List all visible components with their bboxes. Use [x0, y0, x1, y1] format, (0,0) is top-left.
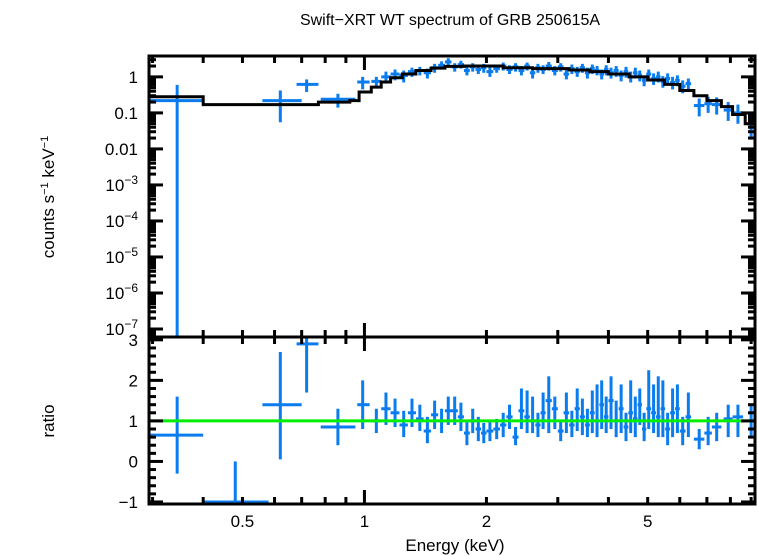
ratio-data-point [463, 420, 470, 446]
y-tick-label: 10−5 [105, 245, 138, 267]
ratio-data-point [711, 412, 722, 442]
y-tick-label: 3 [129, 331, 138, 350]
chart-title: Swift−XRT WT spectrum of GRB 250615A [300, 12, 600, 29]
y-tick-label: 10−3 [105, 173, 138, 195]
ratio-data-point [569, 410, 575, 438]
ratio-data-point [651, 384, 656, 434]
ratio-data-point [618, 384, 624, 434]
x-tick-label: 2 [482, 512, 491, 531]
y-tick-label: 1 [129, 68, 138, 87]
ratio-data-point [685, 392, 692, 438]
ratio-data-point [540, 392, 546, 430]
spectrum-data-point [486, 66, 494, 77]
spectrum-data-point [463, 66, 470, 76]
ratio-data-point [603, 396, 609, 434]
x-tick-label: 0.5 [231, 512, 255, 531]
ratio-data-point [655, 376, 661, 438]
y-tick-label: 2 [129, 371, 138, 390]
ratio-data-point [589, 390, 595, 434]
y-axis-label-ratio: ratio [39, 404, 58, 437]
spectrum-data-point [623, 66, 629, 78]
ratio-data-point [628, 380, 634, 434]
ratio-data-point [675, 384, 680, 434]
spectrum-data-point [529, 68, 536, 79]
ratio-data-point [512, 426, 519, 446]
axes-frame [147, 54, 757, 506]
ratio-data-point [579, 398, 585, 436]
tick-labels: 1 0.1 0.01 10−3 10−4 10−5 10−6 10−73 2 1 0 −1 0.5 1 2 5 [105, 68, 653, 531]
ratio-data-point [646, 370, 652, 430]
spectrum-data-point [693, 98, 705, 117]
ratio-data-point [670, 388, 676, 438]
y-tick-label: 1 [129, 412, 138, 431]
spectrum-data-point [262, 90, 302, 123]
ratio-data-point [641, 412, 647, 442]
y-axis-label-spectrum: counts s−1 keV−1 [39, 136, 58, 258]
ratio-data-point [633, 396, 638, 438]
x-axis-label: Energy (keV) [405, 536, 504, 555]
ratio-data-point [665, 412, 671, 446]
ratio-data-point [693, 429, 705, 450]
y-tick-label: 0 [129, 452, 138, 471]
ratio-data-point [584, 408, 590, 438]
ratio-data-point [149, 396, 204, 474]
ratio-data-point [551, 396, 558, 430]
ratio-data-point [399, 410, 408, 438]
ratio-data-point [506, 404, 513, 430]
ratio-data-point [431, 400, 439, 430]
x-tick-label: 5 [643, 512, 652, 531]
spectrum-data-point [563, 69, 570, 80]
model-curve [149, 64, 755, 126]
ratio-data-point [535, 412, 541, 438]
y-tick-label: 10−7 [105, 317, 138, 339]
ratio-data-point [262, 351, 302, 460]
ratio-data-point [415, 404, 424, 432]
y-tick-label: 10−6 [105, 281, 138, 303]
ratio-data-point [660, 380, 666, 438]
spectrum-panel-marks [149, 58, 755, 337]
spectrum-data-point [357, 76, 370, 90]
ratio-data-point [637, 388, 642, 425]
spectrum-data-point [296, 79, 319, 93]
x-tick-label: 1 [360, 512, 369, 531]
ratio-data-point [481, 422, 487, 444]
y-tick-label: 0.1 [114, 104, 138, 123]
ratio-data-point [486, 420, 494, 442]
ratio-data-point [563, 392, 570, 434]
ratio-data-point [320, 408, 356, 446]
ratio-data-point [499, 412, 507, 438]
ratio-data-point [524, 390, 530, 434]
ratio-panel-marks [149, 337, 755, 504]
y-tick-label: 0.01 [105, 140, 138, 159]
ratio-data-point [557, 420, 564, 442]
ratio-data-point [574, 388, 580, 432]
ratio-data-point [623, 412, 629, 442]
spectrum-data-point [149, 84, 204, 337]
spectrum-data-point [444, 58, 452, 67]
ratio-data-point [545, 376, 552, 434]
ratio-data-point [203, 461, 269, 504]
y-tick-label: 10−4 [105, 209, 138, 231]
ratio-data-point [457, 402, 464, 432]
y-tick-label: −1 [119, 493, 138, 512]
